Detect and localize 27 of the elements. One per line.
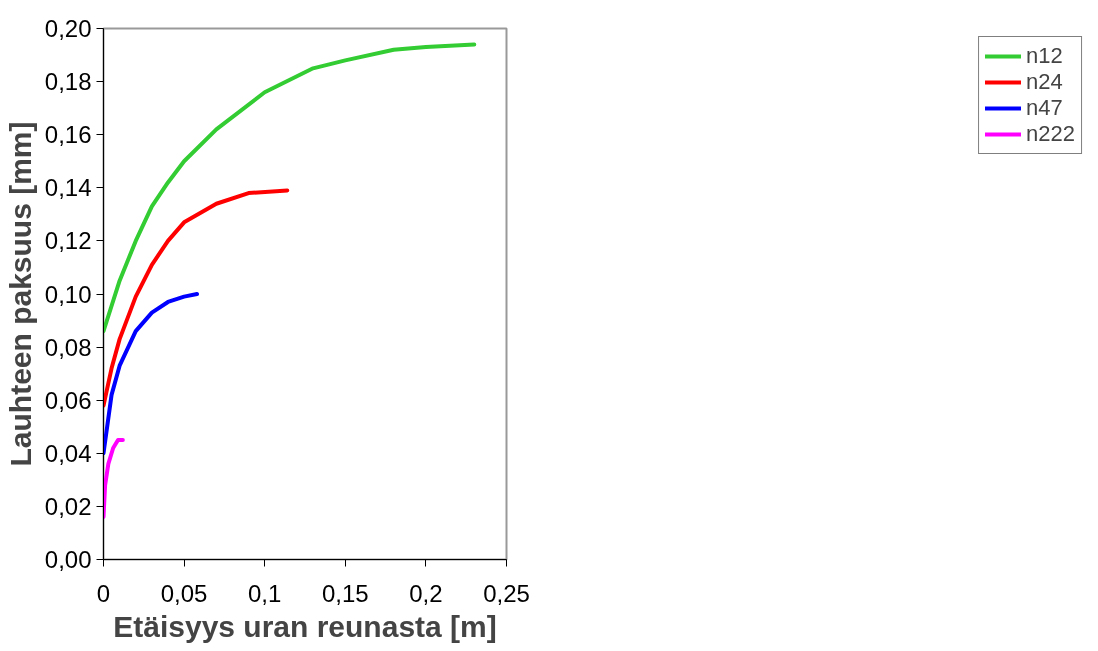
x-tick-label: 0	[96, 579, 111, 607]
x-tick-label: 0,1	[248, 579, 282, 607]
y-tick-label: 0,16	[44, 121, 92, 149]
legend-label: n222	[1026, 121, 1075, 147]
y-tick-label: 0,20	[44, 15, 92, 42]
line-series	[103, 42, 477, 334]
y-tick-label: 0,04	[44, 439, 92, 467]
legend-label: n47	[1026, 95, 1063, 121]
line-series	[103, 292, 199, 456]
y-axis-title: Lauhteen paksuus [mm]	[3, 121, 37, 467]
legend-label: n24	[1026, 69, 1063, 95]
y-tick-label: 0,12	[44, 227, 92, 255]
y-tick-label: 0,08	[44, 333, 92, 361]
x-axis-title: Etäisyys uran reunasta [m]	[113, 609, 497, 643]
x-tick-label: 0,05	[160, 579, 208, 607]
y-tick-label: 0,00	[44, 546, 92, 573]
y-tick-label: 0,02	[44, 492, 92, 520]
x-tick-label: 0,25	[483, 579, 530, 607]
x-tick-label: 0,15	[321, 579, 369, 607]
line-series	[103, 188, 290, 408]
legend-label: n12	[1026, 43, 1063, 69]
x-tick-label: 0,2	[409, 579, 443, 607]
line-series	[103, 438, 125, 520]
y-tick-label: 0,06	[44, 386, 92, 414]
y-tick-label: 0,18	[44, 68, 92, 96]
y-tick-label: 0,14	[44, 174, 92, 202]
y-tick-label: 0,10	[44, 280, 92, 308]
